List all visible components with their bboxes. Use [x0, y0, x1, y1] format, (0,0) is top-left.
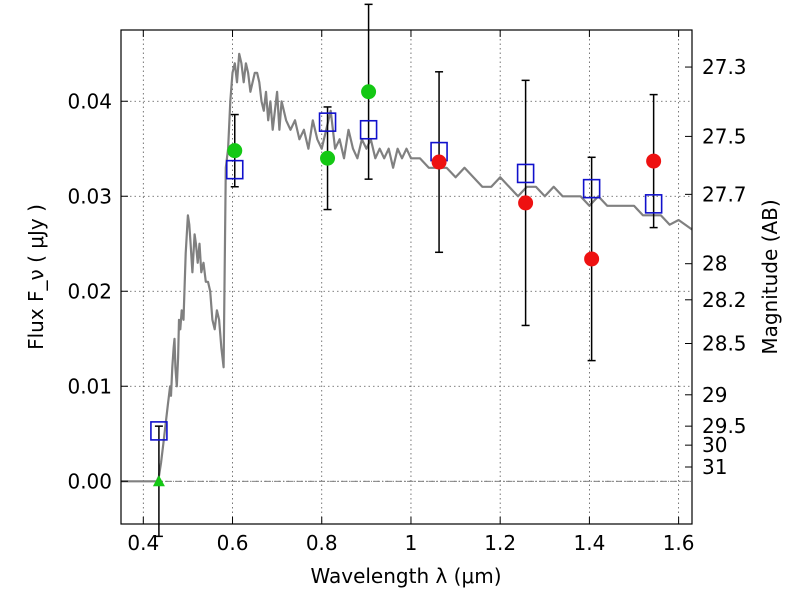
model-photometry-point: [359, 119, 378, 140]
magnitude-tick-label: 27.5: [702, 124, 747, 148]
plot-frame: [120, 29, 693, 525]
grid: [121, 30, 692, 524]
y-tick-label: 0.02: [67, 279, 112, 303]
x-tick-label: 1: [405, 531, 418, 555]
y-tick-label: 0.04: [67, 89, 112, 113]
x-tick-label: 0.6: [217, 531, 249, 555]
x-tick-label: 1.6: [663, 531, 695, 555]
x-axis-label: Wavelength λ (μm): [310, 564, 501, 588]
red-data-point: [518, 195, 534, 211]
upper-limit-marker: [152, 475, 165, 487]
y-axis-ticks: 0.00 0.01 0.02 0.03 0.04: [67, 89, 128, 493]
spectrum-line: [121, 52, 693, 483]
x-tick-label: 0.8: [306, 531, 338, 555]
magnitude-tick-label: 28.5: [702, 332, 747, 356]
model-photometry-point: [225, 159, 244, 180]
magnitude-tick-label: 28: [702, 252, 727, 276]
marker-layer: [150, 84, 663, 487]
magnitude-tick-label: 29: [702, 383, 727, 407]
green-data-point: [361, 84, 377, 100]
magnitude-axis-label: Magnitude (AB): [758, 199, 782, 354]
spectrum-layer: [121, 52, 693, 483]
x-tick-label: 0.4: [127, 531, 159, 555]
model-photometry-point: [150, 421, 168, 441]
red-data-point: [431, 154, 447, 170]
model-photometry-point: [516, 163, 535, 184]
magnitude-tick-label: 28.2: [702, 288, 747, 312]
errorbar-layer: [154, 3, 658, 538]
x-tick-label: 1.2: [484, 531, 516, 555]
model-photometry-point: [318, 112, 337, 132]
model-photometry-point: [582, 178, 601, 199]
red-data-point: [584, 251, 600, 267]
magnitude-tick-label: 27.3: [702, 55, 747, 79]
y-tick-label: 0.03: [67, 184, 112, 208]
y-tick-label: 0.00: [67, 469, 112, 493]
magnitude-tick-label: 29.5: [702, 414, 747, 438]
y-axis-label: Flux F_ν ( μJy ): [24, 204, 48, 350]
y-tick-label: 0.01: [67, 374, 112, 398]
green-data-point: [320, 150, 336, 166]
magnitude-tick-label: 27.7: [702, 182, 747, 206]
magnitude-tick-label: 30: [702, 433, 727, 457]
magnitude-tick-label: 31: [702, 455, 727, 479]
x-tick-label: 1.4: [573, 531, 605, 555]
model-photometry-point: [644, 194, 663, 214]
green-data-point: [227, 143, 243, 159]
x-axis-ticks: 0.4 0.6 0.8 1 1.2 1.4 1.6: [127, 30, 695, 555]
red-data-point: [646, 153, 662, 169]
